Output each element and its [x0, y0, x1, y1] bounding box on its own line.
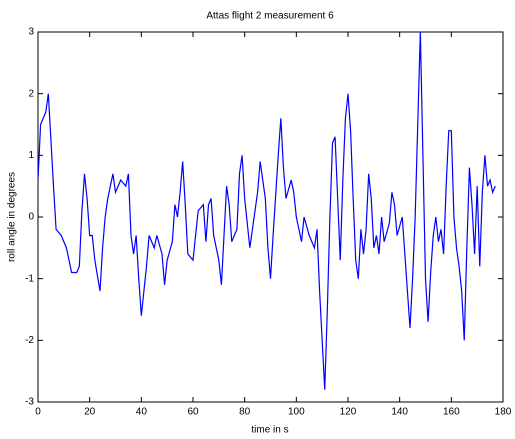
- x-tick-label: 140: [391, 407, 408, 418]
- x-tick-label: 20: [84, 407, 96, 418]
- y-tick-label: 0: [28, 212, 34, 223]
- y-tick-label: -2: [25, 335, 34, 346]
- x-tick-label: 120: [340, 407, 357, 418]
- x-axis-label: time in s: [251, 425, 288, 436]
- chart-title: Attas flight 2 measurement 6: [206, 11, 334, 22]
- x-tick-label: 80: [239, 407, 251, 418]
- y-tick-label: -3: [25, 397, 34, 408]
- y-axis-label: roll angle in degrees: [7, 172, 18, 262]
- x-tick-label: 60: [187, 407, 199, 418]
- x-tick-label: 180: [495, 407, 512, 418]
- y-tick-label: 1: [28, 150, 34, 161]
- x-tick-label: 0: [35, 407, 41, 418]
- y-tick-label: 2: [28, 88, 34, 99]
- x-tick-label: 100: [288, 407, 305, 418]
- x-tick-label: 40: [136, 407, 148, 418]
- x-tick-label: 160: [443, 407, 460, 418]
- data-line: [37, 31, 496, 390]
- plot-frame: [37, 31, 504, 403]
- y-tick-label: 3: [28, 27, 34, 38]
- y-tick-label: -1: [25, 273, 34, 284]
